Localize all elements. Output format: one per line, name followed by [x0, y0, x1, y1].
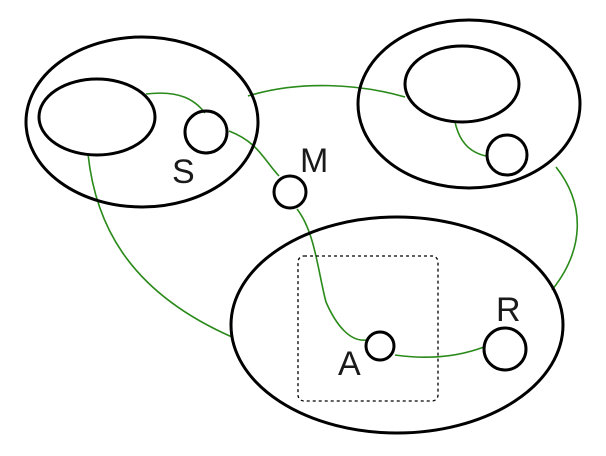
- edge-a-to-r: [394, 346, 485, 358]
- dashed-box: [297, 255, 439, 402]
- label-s: S: [172, 153, 195, 191]
- right-small-circle: [485, 133, 529, 177]
- node-s-circle: [183, 109, 229, 155]
- edge-right-inner-to-circle: [454, 121, 487, 157]
- edge-inner-left-to-s: [145, 92, 206, 114]
- right-inner-oval: [403, 44, 521, 124]
- edges: [87, 84, 579, 358]
- node-a-circle: [364, 330, 396, 362]
- left-outer-oval: [24, 35, 260, 209]
- edge-inner-left-to-bottom-oval: [87, 153, 233, 338]
- label-a: A: [338, 345, 361, 383]
- node-m-circle: [272, 174, 308, 210]
- label-m: M: [300, 142, 328, 180]
- edge-s-to-m: [228, 130, 280, 177]
- bottom-outer-oval: [229, 215, 565, 435]
- edge-m-to-a: [296, 208, 367, 341]
- right-outer-oval: [356, 18, 582, 190]
- left-inner-oval: [37, 77, 157, 157]
- label-r: R: [496, 291, 521, 329]
- edge-right-oval-to-bottom-oval: [551, 166, 579, 291]
- node-r-circle: [482, 326, 528, 372]
- edge-left-oval-to-right-inner: [247, 84, 406, 98]
